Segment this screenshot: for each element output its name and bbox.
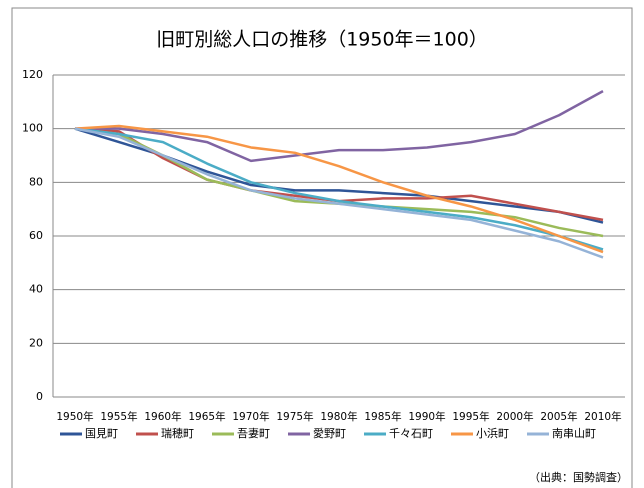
x-tick-label: 1970年 xyxy=(232,410,269,423)
x-tick-label: 1960年 xyxy=(144,410,181,423)
y-tick-label: 60 xyxy=(29,229,43,242)
series-line xyxy=(74,127,604,259)
series-line xyxy=(75,90,604,163)
x-tick-label: 1955年 xyxy=(100,410,137,423)
x-tick-label: 2010年 xyxy=(584,410,621,423)
chart-border xyxy=(11,7,633,488)
legend-label: 南串山町 xyxy=(552,427,596,440)
y-tick-label: 120 xyxy=(22,68,43,81)
y-tick-label: 100 xyxy=(22,122,43,135)
y-tick-label: 80 xyxy=(29,175,43,188)
x-tick-label: 1980年 xyxy=(320,410,357,423)
y-tick-label: 20 xyxy=(29,336,43,349)
legend-label: 瑞穂町 xyxy=(161,426,194,440)
legend-label: 国見町 xyxy=(85,427,118,440)
x-tick-label: 1985年 xyxy=(364,410,401,423)
legend-label: 吾妻町 xyxy=(237,427,270,440)
legend-label: 小浜町 xyxy=(476,427,509,440)
chart-title: 旧町別総人口の推移（1950年＝100） xyxy=(156,29,488,51)
x-tick-label: 2005年 xyxy=(540,410,577,423)
x-tick-label: 1990年 xyxy=(408,410,445,423)
x-tick-label: 1995年 xyxy=(452,410,489,423)
series-line xyxy=(74,127,604,251)
legend-label: 愛野町 xyxy=(313,427,346,440)
x-tick-label: 1950年 xyxy=(56,410,93,423)
x-tick-label: 1975年 xyxy=(276,410,313,423)
y-tick-label: 40 xyxy=(29,283,43,296)
series-line xyxy=(74,124,604,254)
legend-label: 千々石町 xyxy=(389,427,433,440)
x-tick-label: 1965年 xyxy=(188,410,225,423)
y-tick-label: 0 xyxy=(36,390,43,403)
source-note: （出典：国勢調査） xyxy=(529,470,628,484)
x-tick-label: 2000年 xyxy=(496,410,533,423)
